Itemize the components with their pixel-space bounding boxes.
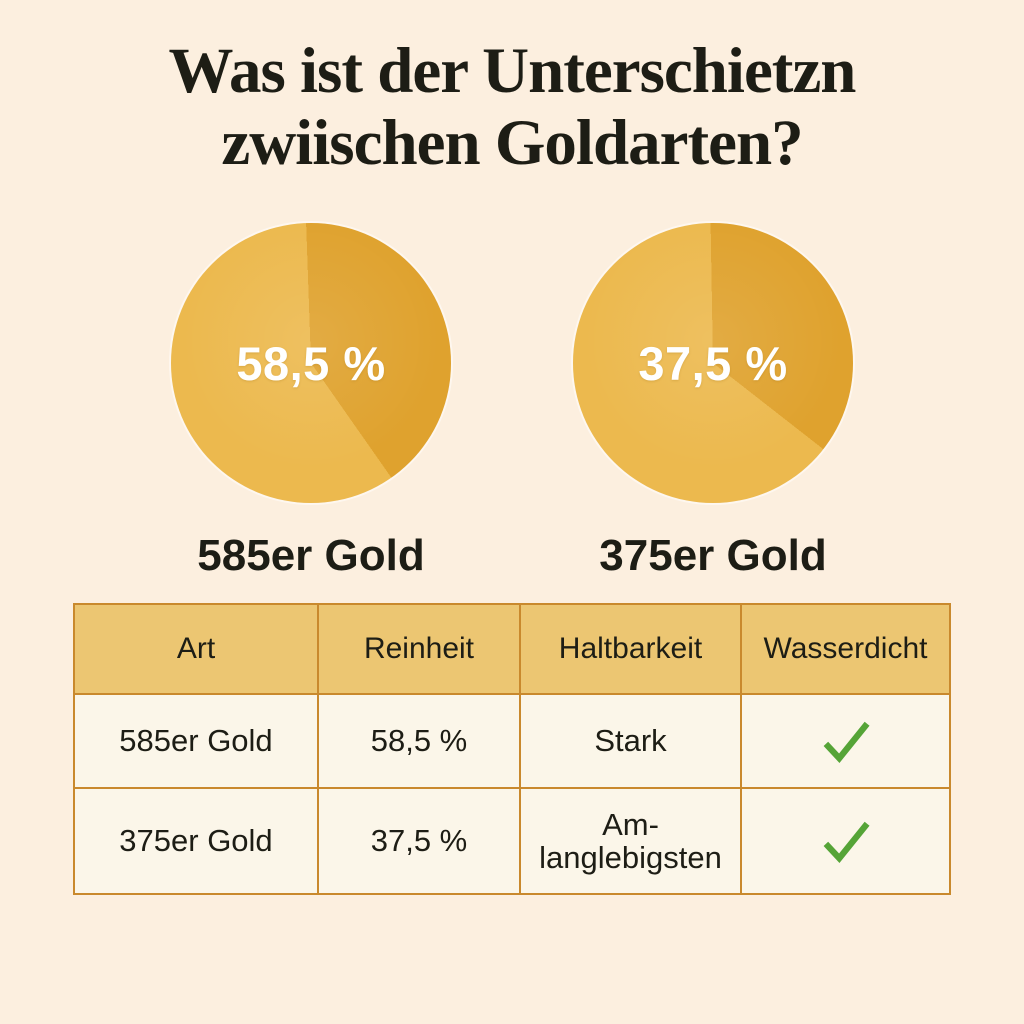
table-header-haltbarkeit: Haltbarkeit (521, 605, 740, 693)
pie-chart-585er-gold: 58,5 % (171, 223, 451, 503)
table-cell-row1-reinheit: 58,5 % (319, 695, 519, 787)
table-cell-row1-art: 585er Gold (75, 695, 317, 787)
table-header-wasserdicht: Wasserdicht (742, 605, 949, 693)
page-title-line2: zwiischen Goldarten? (221, 106, 803, 179)
table-header-reinheit: Reinheit (319, 605, 519, 693)
pie-value-label-585: 58,5 % (236, 336, 386, 390)
table-cell-row1-haltbarkeit: Stark (521, 695, 740, 787)
table-cell-row1-wasserdicht (742, 695, 949, 787)
page-title: Was ist der Unterschietzn zwiischen Gold… (0, 0, 1024, 179)
pie-value-label-375: 37,5 % (638, 336, 788, 390)
table-header-art: Art (75, 605, 317, 693)
comparison-table: Art Reinheit Haltbarkeit Wasserdicht 585… (73, 603, 951, 895)
table-cell-row2-reinheit: 37,5 % (319, 789, 519, 893)
page-title-line1: Was ist der Unterschietzn (168, 35, 857, 107)
table-cell-row2-wasserdicht (742, 789, 949, 893)
pie-chart-375er-gold: 37,5 % (573, 223, 853, 503)
check-icon (823, 721, 870, 764)
pie-caption-585er-gold: 585er Gold (197, 531, 425, 580)
check-icon (823, 821, 870, 864)
pie-caption-row: 585er Gold 375er Gold (0, 531, 1024, 581)
pie-caption-375er-gold: 375er Gold (599, 531, 827, 580)
table-cell-row2-haltbarkeit: Am- langlebigsten (521, 789, 740, 893)
pie-chart-row: 58,5 % 37,5 % (0, 223, 1024, 503)
table-cell-row2-art: 375er Gold (75, 789, 317, 893)
